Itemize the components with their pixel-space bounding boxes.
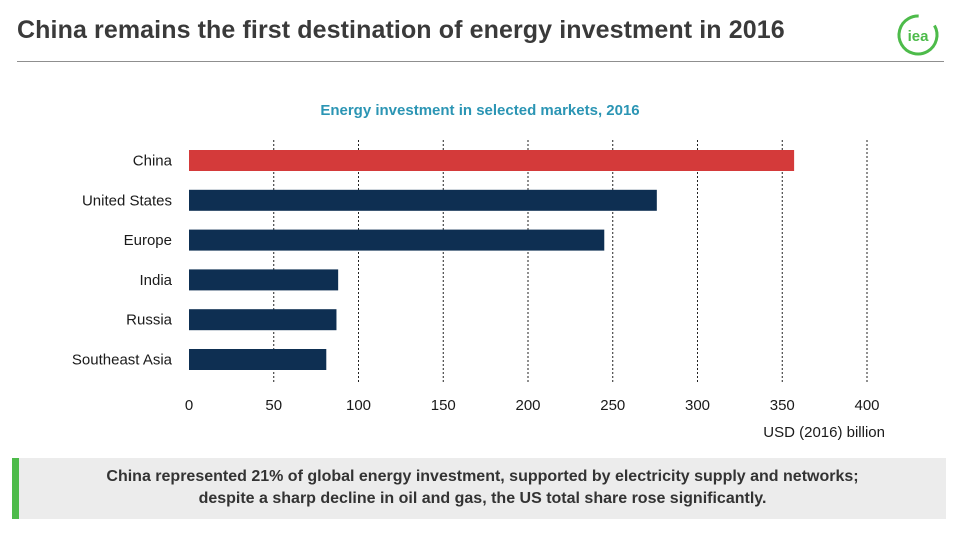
x-tick-label: 350 [770, 397, 795, 414]
category-label: United States [82, 192, 172, 209]
category-label: India [139, 272, 172, 289]
x-axis-title: USD (2016) billion [763, 424, 885, 441]
gridlines [273, 140, 868, 383]
bar [189, 269, 339, 291]
bar [189, 349, 327, 370]
iea-logo: iea [897, 14, 939, 56]
category-label: Southeast Asia [72, 352, 173, 369]
chart-title: Energy investment in selected markets, 2… [320, 102, 639, 119]
bar [189, 189, 657, 211]
x-tick-label: 100 [346, 397, 371, 414]
caption-accent-bar [12, 458, 19, 519]
bars [189, 150, 795, 370]
category-label: Russia [126, 312, 173, 329]
bar [189, 150, 795, 171]
caption-line-2: despite a sharp decline in oil and gas, … [198, 490, 767, 507]
caption-box: China represented 21% of global energy i… [12, 458, 946, 519]
bar [189, 229, 605, 251]
caption-text: China represented 21% of global energy i… [19, 466, 946, 510]
bar [189, 309, 337, 331]
page-title: China remains the first destination of e… [17, 16, 785, 44]
bar-chart: Energy investment in selected markets, 2… [72, 102, 885, 441]
logo-text: iea [908, 28, 930, 45]
title-divider [17, 61, 944, 62]
x-tick-label: 50 [265, 397, 282, 414]
x-tick-label: 150 [431, 397, 456, 414]
x-tick-label: 200 [515, 397, 540, 414]
caption-line-1: China represented 21% of global energy i… [106, 468, 859, 485]
x-tick-label: 0 [185, 397, 193, 414]
x-tick-label: 250 [600, 397, 625, 414]
category-label: Europe [124, 232, 172, 249]
x-tick-label: 300 [685, 397, 710, 414]
category-labels: China United States Europe India Russia South… [72, 153, 173, 369]
x-tick-label: 400 [854, 397, 879, 414]
x-tick-labels: 0 50 100 150 200 250 300 350 400 [185, 397, 880, 414]
category-label: China [133, 153, 173, 170]
